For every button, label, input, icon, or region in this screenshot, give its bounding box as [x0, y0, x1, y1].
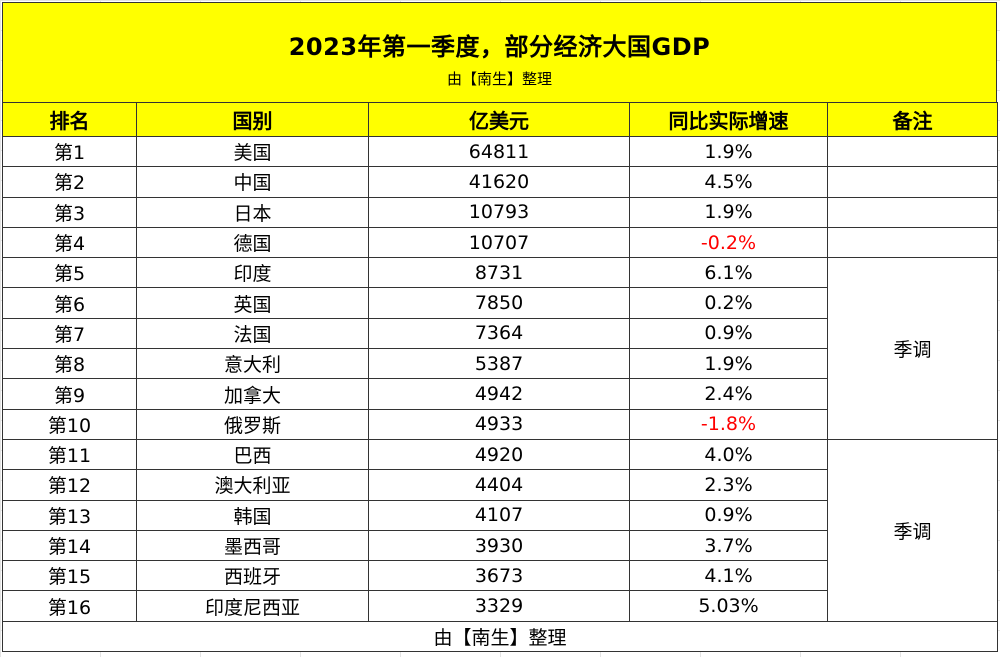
table-row: 第4 德国 10707 -0.2% — [2, 226, 998, 259]
usd-cell[interactable]: 8731 — [368, 257, 630, 289]
rank-cell[interactable]: 第16 — [2, 590, 137, 622]
gdp-table: 排名 国别 亿美元 同比实际增速 备注 第1 美国 64811 1.9% 第2 … — [2, 102, 998, 653]
table-row: 第3 日本 10793 1.9% — [2, 196, 998, 228]
note-seasonal-adjusted[interactable]: 季调 — [827, 438, 998, 622]
country-cell[interactable]: 美国 — [136, 135, 369, 168]
growth-cell[interactable]: 6.1% — [629, 257, 828, 289]
growth-cell[interactable]: 0.9% — [629, 499, 828, 531]
growth-cell[interactable]: 4.5% — [629, 166, 828, 198]
note-cell[interactable] — [827, 196, 998, 228]
table-row: 第7 法国 7364 0.9% — [2, 317, 998, 350]
rank-cell[interactable]: 第2 — [2, 166, 137, 198]
usd-cell[interactable]: 41620 — [368, 166, 630, 198]
growth-cell[interactable]: 3.7% — [629, 529, 828, 562]
rank-cell[interactable]: 第6 — [2, 287, 137, 319]
header-row: 排名 国别 亿美元 同比实际增速 备注 — [2, 102, 998, 137]
country-cell[interactable]: 意大利 — [136, 348, 369, 380]
growth-cell[interactable]: 2.3% — [629, 469, 828, 501]
country-cell[interactable]: 巴西 — [136, 438, 369, 471]
usd-cell[interactable]: 3329 — [368, 590, 630, 622]
rank-cell[interactable]: 第9 — [2, 378, 137, 410]
country-cell[interactable]: 英国 — [136, 287, 369, 319]
title-banner[interactable]: 2023年第一季度，部分经济大国GDP 由【南生】整理 — [2, 2, 997, 103]
header-usd[interactable]: 亿美元 — [368, 102, 630, 137]
footer-row: 由【南生】整理 — [2, 620, 998, 653]
note-cell[interactable] — [827, 166, 998, 198]
rank-cell[interactable]: 第13 — [2, 499, 137, 531]
usd-cell[interactable]: 4107 — [368, 499, 630, 531]
rank-cell[interactable]: 第15 — [2, 560, 137, 592]
usd-cell[interactable]: 64811 — [368, 135, 630, 168]
country-cell[interactable]: 法国 — [136, 317, 369, 350]
country-cell[interactable]: 俄罗斯 — [136, 408, 369, 440]
table-row: 第6 英国 7850 0.2% — [2, 287, 998, 319]
growth-cell-negative[interactable]: -1.8% — [629, 408, 828, 440]
rank-cell[interactable]: 第4 — [2, 226, 137, 259]
growth-cell-negative[interactable]: -0.2% — [629, 226, 828, 259]
country-cell[interactable]: 中国 — [136, 166, 369, 198]
rank-cell[interactable]: 第7 — [2, 317, 137, 350]
rank-cell[interactable]: 第12 — [2, 469, 137, 501]
usd-cell[interactable]: 3673 — [368, 560, 630, 592]
country-cell[interactable]: 加拿大 — [136, 378, 369, 410]
usd-cell[interactable]: 10707 — [368, 226, 630, 259]
header-rank[interactable]: 排名 — [2, 102, 137, 137]
footer-credit[interactable]: 由【南生】整理 — [2, 620, 998, 653]
country-cell[interactable]: 日本 — [136, 196, 369, 228]
growth-cell[interactable]: 4.0% — [629, 438, 828, 471]
header-growth[interactable]: 同比实际增速 — [629, 102, 828, 137]
country-cell[interactable]: 印度尼西亚 — [136, 590, 369, 622]
country-cell[interactable]: 墨西哥 — [136, 529, 369, 562]
rank-cell[interactable]: 第8 — [2, 348, 137, 380]
usd-cell[interactable]: 4404 — [368, 469, 630, 501]
growth-cell[interactable]: 4.1% — [629, 560, 828, 592]
header-country[interactable]: 国别 — [136, 102, 369, 137]
page-title: 2023年第一季度，部分经济大国GDP — [288, 33, 711, 61]
country-cell[interactable]: 韩国 — [136, 499, 369, 531]
note-cell[interactable] — [827, 226, 998, 259]
country-cell[interactable]: 德国 — [136, 226, 369, 259]
rank-cell[interactable]: 第3 — [2, 196, 137, 228]
rank-cell[interactable]: 第11 — [2, 438, 137, 471]
usd-cell[interactable]: 7364 — [368, 317, 630, 350]
table-row: 第11 巴西 4920 4.0% 季调 — [2, 438, 998, 622]
table-row: 第9 加拿大 4942 2.4% — [2, 378, 998, 410]
growth-cell[interactable]: 5.03% — [629, 590, 828, 622]
note-seasonal-adjusted[interactable]: 季调 — [827, 257, 998, 440]
usd-cell[interactable]: 5387 — [368, 348, 630, 380]
usd-cell[interactable]: 7850 — [368, 287, 630, 319]
table-row: 第8 意大利 5387 1.9% — [2, 348, 998, 380]
rank-cell[interactable]: 第10 — [2, 408, 137, 440]
header-note[interactable]: 备注 — [827, 102, 998, 137]
growth-cell[interactable]: 1.9% — [629, 196, 828, 228]
growth-cell[interactable]: 2.4% — [629, 378, 828, 410]
usd-cell[interactable]: 4920 — [368, 438, 630, 471]
table-row: 第14 墨西哥 3930 3.7% — [2, 529, 998, 562]
growth-cell[interactable]: 1.9% — [629, 135, 828, 168]
country-cell[interactable]: 澳大利亚 — [136, 469, 369, 501]
growth-cell[interactable]: 1.9% — [629, 348, 828, 380]
usd-cell[interactable]: 4933 — [368, 408, 630, 440]
usd-cell[interactable]: 4942 — [368, 378, 630, 410]
table-row: 第13 韩国 4107 0.9% — [2, 499, 998, 531]
note-cell[interactable] — [827, 135, 998, 168]
table-row: 第5 印度 8731 6.1% 季调 — [2, 257, 998, 440]
table-row: 第1 美国 64811 1.9% — [2, 135, 998, 168]
rank-cell[interactable]: 第1 — [2, 135, 137, 168]
rank-cell[interactable]: 第5 — [2, 257, 137, 289]
growth-cell[interactable]: 0.2% — [629, 287, 828, 319]
table-row: 第15 西班牙 3673 4.1% — [2, 560, 998, 592]
usd-cell[interactable]: 10793 — [368, 196, 630, 228]
page-subtitle: 由【南生】整理 — [446, 70, 552, 88]
usd-cell[interactable]: 3930 — [368, 529, 630, 562]
table-row: 第16 印度尼西亚 3329 5.03% — [2, 590, 998, 622]
country-cell[interactable]: 西班牙 — [136, 560, 369, 592]
rank-cell[interactable]: 第14 — [2, 529, 137, 562]
growth-cell[interactable]: 0.9% — [629, 317, 828, 350]
country-cell[interactable]: 印度 — [136, 257, 369, 289]
table-row: 第2 中国 41620 4.5% — [2, 166, 998, 198]
